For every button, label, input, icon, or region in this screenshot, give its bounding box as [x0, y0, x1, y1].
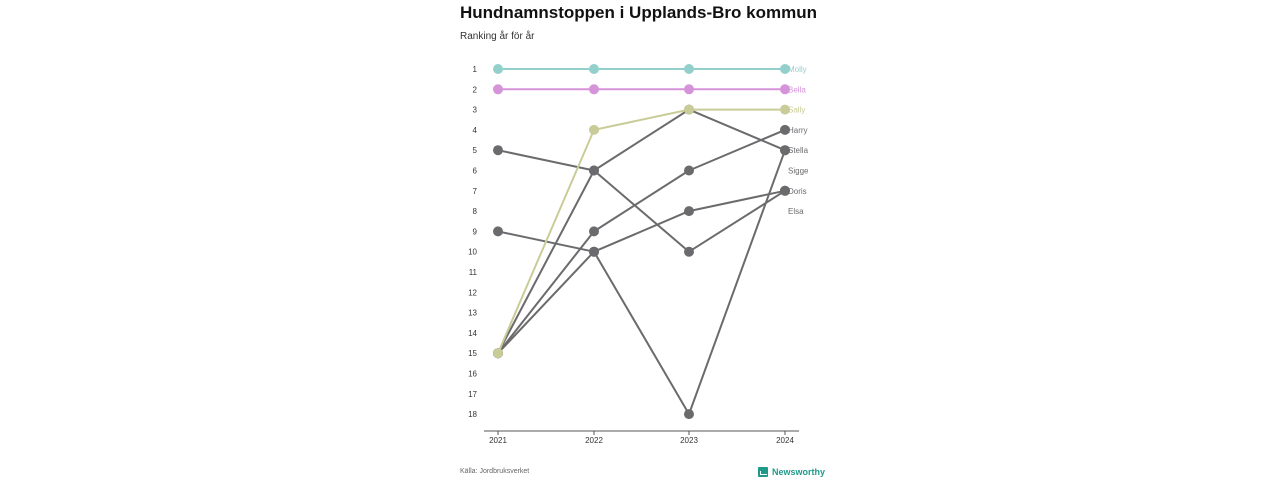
end-label-stella: Stella	[788, 146, 809, 155]
y-tick-label: 5	[473, 146, 478, 155]
end-label-sigge: Sigge	[788, 167, 809, 176]
data-point-sally	[493, 348, 503, 359]
y-tick-label: 9	[473, 227, 478, 236]
end-label-sally: Sally	[788, 106, 805, 115]
y-tick-label: 10	[468, 248, 477, 257]
series-line-sally	[497, 108, 785, 354]
data-point-stella	[493, 145, 503, 156]
end-label-elsa: Elsa	[788, 207, 804, 216]
y-tick-label: 4	[473, 126, 478, 135]
data-point-doris	[493, 226, 503, 237]
x-tick-label: 2022	[585, 436, 603, 445]
data-point-bella	[780, 84, 790, 95]
y-tick-label: 13	[468, 309, 477, 318]
data-point-bella	[589, 84, 599, 95]
data-point-harry	[780, 124, 790, 135]
data-point-molly	[780, 64, 790, 74]
data-point-harry	[684, 165, 694, 176]
data-point-doris	[684, 206, 694, 217]
chart-subtitle: Ranking år för år	[460, 31, 535, 42]
series-line-elsa	[497, 149, 786, 416]
series-line-harry	[497, 128, 786, 354]
y-tick-label: 14	[468, 329, 477, 338]
y-tick-label: 16	[468, 370, 477, 379]
brand-logo[interactable]: Newsworthy	[758, 467, 825, 477]
data-point-molly	[589, 64, 599, 74]
data-point-elsa	[780, 145, 790, 156]
end-label-bella: Bella	[788, 85, 806, 94]
x-tick-label: 2021	[489, 436, 507, 445]
series-line-sigge	[497, 169, 786, 354]
source-note: Källa: Jordbruksverket	[460, 468, 530, 475]
y-tick-label: 17	[468, 390, 477, 399]
y-tick-label: 18	[468, 410, 477, 419]
data-point-sally	[684, 104, 694, 115]
y-tick-label: 6	[473, 167, 478, 176]
y-tick-label: 3	[473, 106, 478, 115]
data-point-sigge	[684, 246, 694, 257]
end-label-molly: Molly	[788, 65, 807, 74]
y-tick-label: 11	[469, 268, 478, 277]
data-point-elsa	[684, 409, 694, 420]
x-tick-label: 2023	[680, 436, 698, 445]
x-tick-label: 2024	[776, 436, 794, 445]
brand-name: Newsworthy	[772, 467, 826, 477]
end-label-doris: Doris	[788, 187, 807, 196]
data-point-sally	[780, 104, 790, 115]
y-tick-label: 1	[473, 65, 478, 74]
data-point-molly	[684, 64, 694, 74]
data-point-sally	[589, 124, 599, 135]
data-point-sigge	[589, 165, 599, 176]
data-point-molly	[493, 64, 503, 74]
y-tick-label: 15	[468, 349, 477, 358]
y-tick-label: 8	[473, 207, 478, 216]
chart-title: Hundnamnstoppen i Upplands-Bro kommun	[460, 3, 817, 22]
y-tick-label: 12	[468, 288, 477, 297]
data-point-bella	[684, 84, 694, 95]
newsworthy-logo-icon	[758, 467, 768, 477]
data-point-elsa	[589, 246, 599, 257]
end-label-harry: Harry	[788, 126, 808, 135]
data-point-harry	[589, 226, 599, 237]
series-line-stella	[497, 108, 786, 172]
data-point-doris	[780, 185, 790, 196]
data-point-bella	[493, 84, 503, 95]
y-tick-label: 2	[473, 85, 478, 94]
y-tick-label: 7	[473, 187, 478, 196]
